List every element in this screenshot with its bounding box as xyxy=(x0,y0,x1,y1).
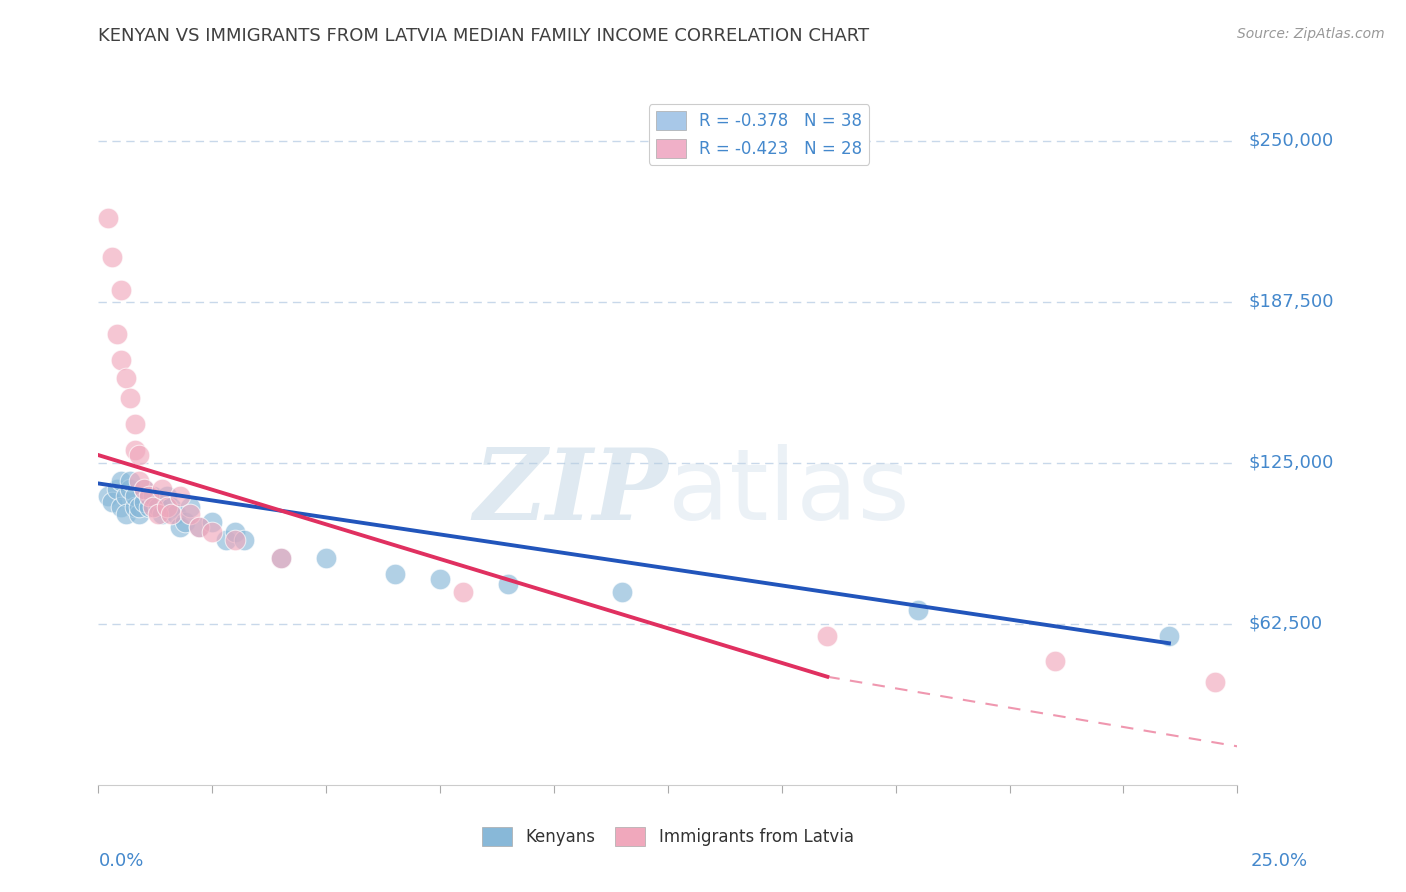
Point xyxy=(96,489,118,503)
Point xyxy=(451,584,474,599)
Point xyxy=(101,494,124,508)
Point xyxy=(160,500,183,514)
Point xyxy=(1157,628,1180,642)
Point xyxy=(128,500,150,514)
Point xyxy=(429,572,451,586)
Point xyxy=(105,482,128,496)
Point xyxy=(114,508,136,522)
Point xyxy=(114,371,136,385)
Point xyxy=(120,392,142,406)
Point xyxy=(124,489,146,503)
Point xyxy=(156,489,179,503)
Point xyxy=(132,482,155,496)
Legend: Kenyans, Immigrants from Latvia: Kenyans, Immigrants from Latvia xyxy=(475,821,860,853)
Point xyxy=(498,577,520,591)
Point xyxy=(233,533,256,548)
Point xyxy=(174,515,197,529)
Text: 0.0%: 0.0% xyxy=(98,852,143,870)
Point xyxy=(169,489,191,503)
Text: Source: ZipAtlas.com: Source: ZipAtlas.com xyxy=(1237,27,1385,41)
Point xyxy=(907,603,929,617)
Point xyxy=(110,352,132,367)
Point xyxy=(187,520,209,534)
Point xyxy=(187,520,209,534)
Point xyxy=(124,417,146,432)
Point xyxy=(120,482,142,496)
Point xyxy=(224,533,246,548)
Point xyxy=(201,525,224,540)
Text: 25.0%: 25.0% xyxy=(1250,852,1308,870)
Text: $250,000: $250,000 xyxy=(1249,132,1334,150)
Point xyxy=(105,326,128,341)
Point xyxy=(114,489,136,503)
Text: atlas: atlas xyxy=(668,444,910,541)
Point xyxy=(1043,654,1066,668)
Point xyxy=(142,500,165,514)
Point xyxy=(612,584,634,599)
Point xyxy=(146,508,169,522)
Point xyxy=(128,448,150,462)
Point xyxy=(96,211,118,225)
Point xyxy=(201,515,224,529)
Point xyxy=(270,551,292,566)
Point xyxy=(1204,674,1226,689)
Point xyxy=(128,474,150,488)
Point xyxy=(124,442,146,457)
Point xyxy=(128,508,150,522)
Text: ZIP: ZIP xyxy=(472,444,668,541)
Point xyxy=(120,474,142,488)
Point xyxy=(150,482,173,496)
Text: KENYAN VS IMMIGRANTS FROM LATVIA MEDIAN FAMILY INCOME CORRELATION CHART: KENYAN VS IMMIGRANTS FROM LATVIA MEDIAN … xyxy=(98,27,869,45)
Point xyxy=(179,508,201,522)
Point xyxy=(224,525,246,540)
Point xyxy=(150,508,173,522)
Point xyxy=(179,500,201,514)
Point xyxy=(169,520,191,534)
Point xyxy=(142,489,165,503)
Point xyxy=(110,474,132,488)
Point xyxy=(110,283,132,297)
Point xyxy=(110,500,132,514)
Point xyxy=(384,566,406,581)
Point xyxy=(315,551,337,566)
Point xyxy=(215,533,238,548)
Text: $125,000: $125,000 xyxy=(1249,454,1334,472)
Point xyxy=(156,500,179,514)
Point xyxy=(165,508,187,522)
Point xyxy=(132,494,155,508)
Point xyxy=(160,508,183,522)
Point xyxy=(815,628,838,642)
Point xyxy=(138,500,160,514)
Point xyxy=(138,489,160,503)
Point xyxy=(101,250,124,264)
Text: $62,500: $62,500 xyxy=(1249,615,1323,633)
Point xyxy=(270,551,292,566)
Point xyxy=(132,482,155,496)
Text: $187,500: $187,500 xyxy=(1249,293,1334,310)
Point xyxy=(124,500,146,514)
Point xyxy=(146,500,169,514)
